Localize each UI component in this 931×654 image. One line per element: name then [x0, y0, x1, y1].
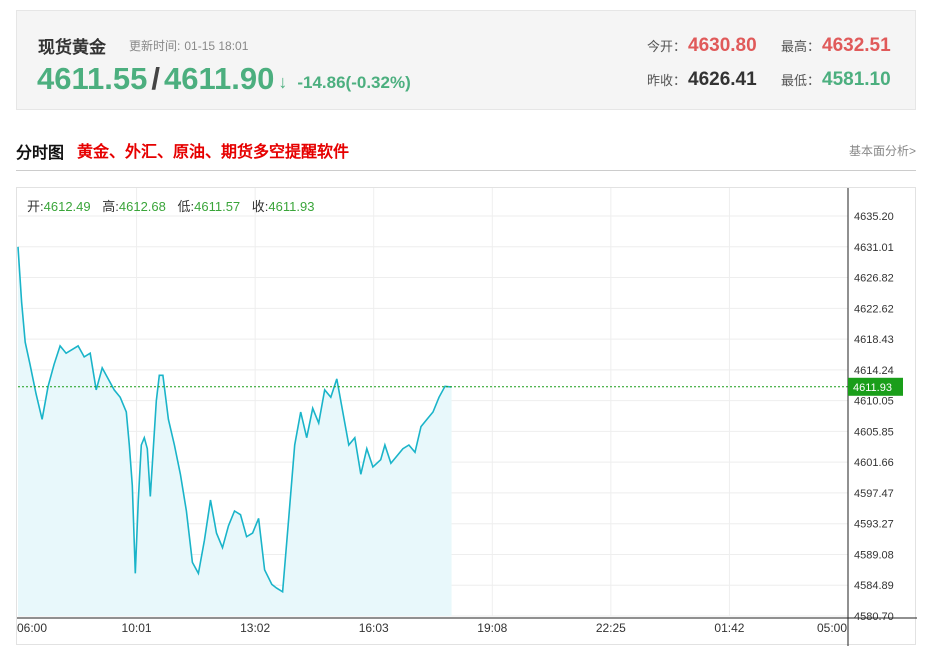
y-tick-label: 4610.05 — [854, 396, 894, 408]
x-tick-label: 10:01 — [122, 621, 152, 635]
x-tick-label: 05:00 — [817, 621, 847, 635]
y-axis: 4635.20 4631.01 4626.82 4622.62 4618.43 4614.… — [847, 188, 894, 646]
down-arrow-icon: ↓ — [278, 71, 288, 92]
quote-panel: 现货黄金 更新时间: 01-15 18:01 4611.55 / 4611.90 … — [16, 10, 916, 110]
x-tick-label: 19:08 — [477, 621, 507, 635]
fundamental-analysis-link[interactable]: 基本面分析> — [848, 144, 916, 158]
y-tick-label: 4605.85 — [854, 426, 894, 438]
price-area-fill — [18, 246, 452, 617]
intraday-chart[interactable]: 4635.20 4631.01 4626.82 4622.62 4618.43 4614.… — [16, 187, 917, 646]
ohlc-close: 4611.93 — [268, 199, 315, 214]
prev-close-value: 4626.41 — [688, 69, 757, 90]
ohlc-open: 4612.49 — [43, 199, 91, 214]
y-tick-label: 4635.20 — [854, 211, 894, 223]
x-tick-label: 13:02 — [240, 621, 270, 635]
ohlc-readout: 开:4612.49 高:4612.68 低:4611.57 收:4611.93 — [27, 196, 322, 215]
ask-price: 4611.90 — [163, 61, 275, 96]
y-tick-label: 4593.27 — [854, 519, 894, 531]
open-stat: 今开： 4630.80 — [647, 35, 757, 57]
chart-section-header: 分时图 黄金、外汇、原油、期货多空提醒软件 基本面分析> — [16, 134, 916, 171]
price-separator: / — [151, 61, 160, 96]
current-price-tag-bg — [848, 377, 903, 396]
update-time: 更新时间: 01-15 18:01 — [129, 37, 252, 54]
promo-link[interactable]: 黄金、外汇、原油、期货多空提醒软件 — [77, 144, 350, 161]
high-label: 最高： — [781, 39, 821, 54]
prev-close-label: 昨收： — [647, 73, 687, 88]
low-value: 4581.10 — [822, 69, 891, 90]
current-price-tag: 4611.93 — [848, 377, 903, 396]
price-row: 4611.55 / 4611.90 ↓ -14.86(-0.32%) — [37, 59, 411, 99]
y-tick-label: 4626.82 — [854, 273, 894, 285]
y-tick-label: 4622.62 — [854, 303, 894, 315]
price-line — [17, 246, 452, 594]
current-price-tag-label: 4611.93 — [853, 382, 892, 394]
instrument-title: 现货黄金 — [38, 38, 106, 57]
section-title: 分时图 — [16, 145, 65, 162]
update-time-label: 更新时间: — [129, 39, 181, 53]
update-time-value: 01-15 18:01 — [184, 39, 249, 53]
x-axis: 06:00 10:01 13:02 16:03 19:08 22:25 01:42 05:00 — [17, 617, 917, 635]
ohlc-low-label: 低: — [177, 199, 195, 214]
high-value: 4632.51 — [822, 35, 891, 56]
low-stat: 最低： 4581.10 — [781, 69, 891, 91]
price-change: -14.86(-0.32%) — [297, 73, 411, 92]
y-tick-label: 4597.47 — [854, 488, 894, 500]
ohlc-low: 4611.57 — [194, 199, 241, 214]
x-tick-label: 06:00 — [17, 621, 47, 635]
open-label: 今开： — [647, 39, 687, 54]
ohlc-high: 4612.68 — [118, 199, 166, 214]
y-tick-label: 4584.89 — [854, 580, 894, 592]
y-tick-label: 4589.08 — [854, 549, 894, 561]
y-tick-label: 4580.70 — [854, 611, 894, 623]
prev-close-stat: 昨收： 4626.41 — [647, 69, 757, 91]
x-tick-label: 22:25 — [596, 621, 626, 635]
y-tick-label: 4614.24 — [854, 365, 894, 377]
ohlc-close-label: 收: — [251, 199, 269, 214]
y-tick-label: 4601.66 — [854, 457, 894, 469]
low-label: 最低： — [781, 73, 821, 88]
x-tick-label: 01:42 — [714, 621, 744, 635]
high-stat: 最高： 4632.51 — [781, 35, 891, 57]
y-tick-label: 4618.43 — [854, 334, 894, 346]
x-tick-label: 16:03 — [359, 621, 389, 635]
chart-canvas[interactable]: 4635.20 4631.01 4626.82 4622.62 4618.43 4614.… — [17, 188, 917, 646]
open-value: 4630.80 — [688, 35, 757, 56]
bid-price: 4611.55 — [37, 61, 148, 96]
y-tick-label: 4631.01 — [854, 242, 894, 254]
ohlc-high-label: 高: — [102, 199, 119, 214]
ohlc-open-label: 开: — [27, 199, 44, 214]
